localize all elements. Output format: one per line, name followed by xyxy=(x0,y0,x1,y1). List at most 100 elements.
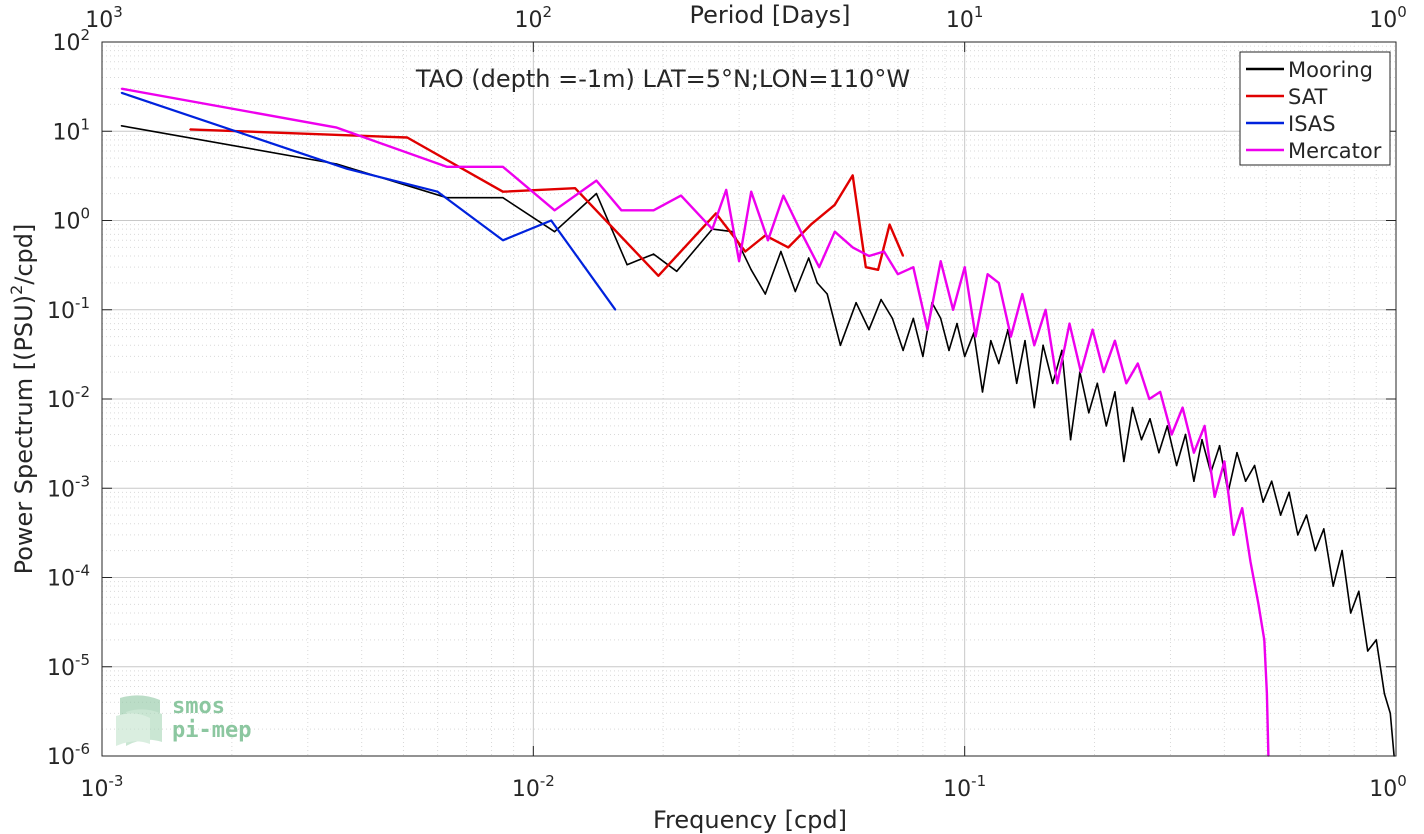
data-point-mooring xyxy=(1042,344,1044,347)
data-point-mooring xyxy=(675,270,678,273)
data-point-mercator xyxy=(1091,328,1094,331)
data-point-sat xyxy=(888,223,891,226)
data-point-mooring xyxy=(764,293,767,295)
y-tick-label-base: 10 xyxy=(47,567,75,592)
data-point-mercator xyxy=(834,230,836,233)
x-tick-label-base: 10 xyxy=(1369,777,1397,802)
y-tick-label-base: 10 xyxy=(47,745,75,770)
data-point-mooring xyxy=(1323,528,1325,530)
data-point-mercator xyxy=(1266,692,1268,695)
data-point-mooring xyxy=(1375,639,1378,641)
data-point-mercator xyxy=(1125,382,1128,385)
data-point-isas xyxy=(502,239,504,242)
data-point-mooring xyxy=(1279,514,1282,516)
data-point-mooring xyxy=(1069,438,1072,441)
data-point-mooring xyxy=(990,339,992,342)
data-point-sat xyxy=(877,269,879,271)
data-point-mooring xyxy=(963,355,966,358)
series-layer xyxy=(120,87,1395,757)
top-tick-label: 103 xyxy=(85,3,123,33)
data-point-mooring xyxy=(1297,534,1299,536)
legend-label-sat: SAT xyxy=(1288,85,1327,109)
data-point-sat xyxy=(189,128,191,131)
data-point-mooring xyxy=(1389,712,1392,715)
data-point-mercator xyxy=(652,209,655,212)
data-point-sat xyxy=(787,246,790,249)
data-point-sat xyxy=(865,266,867,269)
data-point-mercator xyxy=(120,87,123,90)
data-point-mercator xyxy=(767,239,769,242)
data-point-mercator xyxy=(1241,507,1243,509)
data-point-mooring xyxy=(855,301,857,304)
x-tick-label-exponent: -3 xyxy=(109,772,124,790)
y-tick-label: 10-3 xyxy=(47,472,90,502)
data-point-mercator xyxy=(912,266,915,269)
y-tick-label-base: 10 xyxy=(47,656,75,681)
data-point-sat xyxy=(715,212,717,215)
y-tick-label: 100 xyxy=(52,205,90,235)
data-point-mooring xyxy=(1140,438,1143,441)
legend-box xyxy=(1239,51,1391,166)
y-tick-label-exponent: -6 xyxy=(75,740,90,758)
chart-title: TAO (depth =-1m) LAT=5°N;LON=110°W xyxy=(415,65,910,93)
y-tick-label-base: 10 xyxy=(52,210,80,235)
data-point-mooring xyxy=(1218,444,1221,447)
y-tick-label-base: 10 xyxy=(52,31,80,56)
top-tick-label-exponent: 2 xyxy=(543,3,553,21)
top-tick-label: 102 xyxy=(515,3,553,33)
y-tick-label-exponent: -4 xyxy=(75,562,90,580)
data-point-mercator xyxy=(952,309,954,311)
data-point-mercator xyxy=(1021,293,1024,295)
data-point-mooring xyxy=(939,317,942,320)
data-point-mooring xyxy=(502,196,504,199)
data-point-mooring xyxy=(948,349,950,352)
data-point-mercator xyxy=(974,335,977,338)
data-point-sat xyxy=(502,190,504,193)
legend-label-isas: ISAS xyxy=(1288,112,1336,136)
data-point-mercator xyxy=(1159,391,1161,393)
y-tick-label: 10-6 xyxy=(47,740,90,770)
data-point-mooring xyxy=(1061,349,1063,352)
data-point-mercator xyxy=(1137,362,1139,365)
data-point-mooring xyxy=(1015,382,1018,385)
data-point-mercator xyxy=(1223,460,1226,463)
top-axis-label: Period [Days] xyxy=(689,1,850,29)
x-tick-label: 10-1 xyxy=(943,772,986,802)
data-point-mooring xyxy=(1158,451,1160,454)
data-point-mooring xyxy=(1166,425,1169,427)
data-point-mercator xyxy=(782,194,785,197)
data-point-mercator xyxy=(1232,534,1235,536)
data-point-mercator xyxy=(1193,451,1195,454)
legend-label-mercator: Mercator xyxy=(1288,139,1382,163)
series-sat xyxy=(189,128,905,277)
y-tick-label: 10-5 xyxy=(47,651,90,681)
data-point-mercator xyxy=(1263,639,1266,641)
x-tick-label: 100 xyxy=(1369,772,1407,802)
data-point-mooring xyxy=(626,263,628,266)
y-tick-label-exponent: -2 xyxy=(75,383,90,401)
data-point-mooring xyxy=(868,328,870,331)
data-point-mooring xyxy=(807,257,810,259)
y-tick-label: 10-4 xyxy=(47,562,90,592)
data-point-mooring xyxy=(1262,501,1264,503)
data-point-sat xyxy=(902,255,904,257)
top-tick-label-exponent: 0 xyxy=(1397,3,1407,21)
data-point-mercator xyxy=(502,166,504,168)
y-tick-label: 102 xyxy=(52,26,90,56)
x-tick-label: 10-2 xyxy=(512,772,555,802)
y-axis-label-superscript: 2 xyxy=(7,285,26,295)
data-point-mercator xyxy=(335,126,338,129)
data-point-mooring xyxy=(1024,339,1026,342)
data-point-mooring xyxy=(891,317,894,320)
data-point-mercator xyxy=(1114,339,1116,342)
data-point-mercator xyxy=(725,189,727,191)
data-point-mercator xyxy=(1181,406,1184,409)
data-point-mooring xyxy=(1383,692,1386,695)
top-tick-label-base: 10 xyxy=(946,8,974,33)
data-point-mercator xyxy=(446,166,448,168)
top-tick-label: 100 xyxy=(1369,3,1407,33)
data-point-sat xyxy=(657,275,660,277)
data-point-sat xyxy=(834,204,836,206)
data-point-mooring xyxy=(1349,612,1352,614)
data-point-mooring xyxy=(956,322,958,325)
